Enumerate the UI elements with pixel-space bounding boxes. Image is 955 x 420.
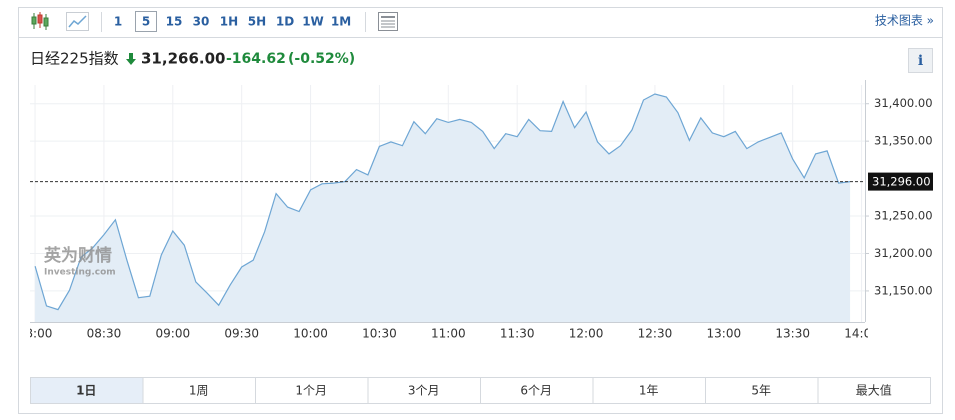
interval-button[interactable]: 1 (114, 15, 122, 29)
range-tab[interactable] (367, 377, 481, 404)
info-button[interactable] (908, 48, 933, 73)
line-icon[interactable] (66, 12, 89, 31)
y-tick-label: 31,250.00 (874, 209, 933, 223)
watermark-subtitle: Investing.com (44, 268, 116, 278)
y-tick-label: 31,200.00 (874, 246, 933, 260)
interval-button[interactable]: 15 (166, 15, 183, 29)
current-price-box (868, 172, 933, 191)
range-tab[interactable] (705, 377, 819, 404)
range-tab-label[interactable]: 1个月 (295, 384, 327, 398)
y-tick-label: 31,400.00 (874, 96, 933, 110)
x-tick-label: 11:30 (500, 327, 535, 341)
range-tab-label[interactable]: 6个月 (520, 384, 552, 398)
x-tick-label: 12:00 (569, 327, 604, 341)
range-tab-label[interactable]: 1周 (189, 384, 209, 398)
price: 31,266.00 (141, 50, 225, 68)
interval-button[interactable]: 5H (248, 15, 266, 29)
range-tab-label[interactable]: 5年 (751, 384, 771, 398)
interval-button[interactable]: 1H (220, 15, 238, 29)
y-tick-label: 31,350.00 (874, 134, 933, 148)
interval-button[interactable]: 30 (193, 15, 210, 29)
range-tab[interactable] (142, 377, 256, 404)
index-name: 日经225指数 (30, 50, 119, 68)
info-label[interactable]: i (918, 53, 923, 69)
candle-icon[interactable] (31, 12, 49, 30)
x-tick-label: 09:30 (224, 327, 259, 341)
y-tick-label: 31,150.00 (874, 283, 933, 297)
x-tick-label: 13:30 (775, 327, 810, 341)
x-tick-label: 10:30 (362, 327, 397, 341)
change: -164.62 (226, 51, 286, 67)
range-tab-selected[interactable] (30, 377, 144, 404)
down-arrow (126, 53, 136, 65)
range-tab-label[interactable]: 1日 (76, 384, 96, 398)
watermark-title: 英为财情 (44, 245, 112, 266)
area-fill (35, 94, 851, 322)
price-line (34, 93, 851, 311)
x-tick-label: 13:00 (707, 327, 742, 341)
change-pct: (-0.52%) (288, 51, 355, 67)
range-tab-label[interactable]: 3个月 (408, 384, 440, 398)
x-tick-label: 09:00 (156, 327, 191, 341)
range-tab-label[interactable]: 最大值 (856, 383, 892, 398)
x-tick-label: 08:30 (87, 327, 122, 341)
x-tick-label: 14:00 (844, 327, 879, 341)
interval-button[interactable]: 1M (331, 15, 351, 29)
current-price-label: 31,296.00 (872, 175, 931, 189)
tech-chart-link[interactable]: 技术图表 » (875, 14, 934, 28)
x-tick-label: 10:00 (293, 327, 328, 341)
x-tick-label: 08:00 (18, 327, 53, 341)
x-tick-label: 11:00 (431, 327, 466, 341)
range-tab[interactable] (817, 377, 931, 404)
range-tab-label[interactable]: 1年 (639, 384, 659, 398)
range-tab[interactable] (255, 377, 369, 404)
interval-button[interactable]: 1W (302, 15, 324, 29)
interval-button[interactable]: 1D (276, 15, 294, 29)
x-tick-label: 12:30 (638, 327, 673, 341)
interval-selected[interactable] (135, 11, 157, 32)
interval-button[interactable]: 5 (142, 15, 150, 29)
table-icon[interactable] (378, 12, 398, 31)
